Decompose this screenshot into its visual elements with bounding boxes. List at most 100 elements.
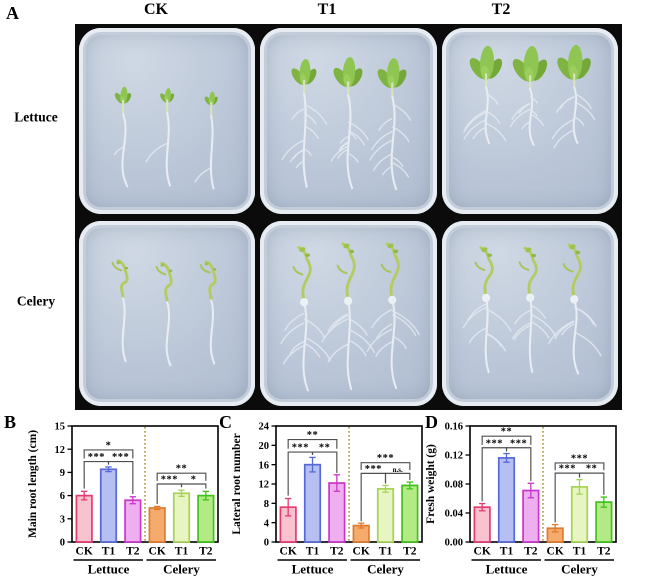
x-tick-label: T2 (330, 546, 344, 558)
petri-dish-photo-lettuce-t1 (260, 28, 437, 214)
significance-label: *** (377, 453, 394, 464)
petri-dish-photo-celery-ck (79, 220, 256, 406)
significance-bracket (384, 472, 411, 484)
x-tick-label: CK (547, 546, 564, 558)
group-label: Celery (367, 562, 404, 577)
x-tick-label: T2 (597, 546, 611, 558)
petri-dish-photo-lettuce-t2 (441, 28, 618, 214)
y-tick-label: 15 (55, 422, 66, 433)
y-tick-label: 20 (259, 441, 270, 452)
significance-label: *** (559, 464, 576, 475)
group-label: Celery (163, 562, 200, 577)
bar-celery_t1 (172, 492, 191, 543)
x-tick-label: T1 (379, 546, 393, 558)
significance-label: *** (365, 464, 382, 475)
row-label-lettuce: Lettuce (14, 109, 58, 125)
y-axis-title: Main root length (cm) (27, 430, 39, 538)
significance-bracket (83, 449, 134, 459)
y-tick-label: 0.04 (445, 509, 464, 520)
significance-bracket (481, 435, 532, 445)
x-tick-label: CK (280, 546, 297, 558)
significance-label: *** (112, 452, 129, 463)
significance-bracket (578, 472, 605, 495)
y-tick-label: 0 (264, 538, 269, 549)
bar-lettuce_t2 (124, 499, 142, 543)
row-label-celery: Celery (16, 293, 56, 309)
bar-celery_t1 (376, 487, 395, 543)
group-label: Lettuce (292, 562, 334, 577)
bar-celery_t2 (595, 501, 613, 543)
column-header-t2: T2 (491, 1, 511, 18)
significance-bracket (287, 438, 338, 449)
x-tick-label: T1 (102, 546, 116, 558)
significance-label: ** (501, 427, 513, 438)
significance-label: *** (161, 475, 178, 486)
y-tick-label: 0.00 (445, 538, 463, 549)
significance-bracket (360, 462, 411, 470)
bar-celery_ck (148, 507, 166, 543)
column-header-t1: T1 (317, 1, 337, 18)
significance-label: ** (319, 443, 331, 454)
photo-panel (75, 24, 622, 410)
petri-dish-photo-lettuce-ck (79, 28, 256, 214)
y-tick-label: 8 (264, 499, 269, 510)
y-tick-label: 4 (264, 518, 270, 529)
petri-dish-photo-celery-t2 (441, 220, 618, 406)
x-tick-label: CK (76, 546, 93, 558)
bar-celery_t2 (197, 494, 215, 543)
significance-bracket (311, 451, 338, 473)
bar-lettuce_t1 (303, 463, 322, 543)
x-tick-label: T2 (126, 546, 140, 558)
significance-label: *** (486, 438, 503, 449)
petri-dish-photo-celery-t1 (260, 220, 437, 406)
bar-lettuce_t1 (99, 468, 118, 543)
x-tick-label: T1 (306, 546, 320, 558)
significance-label: ** (176, 464, 188, 475)
panel-c-label: C (219, 412, 232, 432)
y-tick-label: 16 (259, 460, 270, 471)
panel-a-label: A (6, 3, 19, 23)
y-axis-title: Lateral root number (231, 433, 243, 534)
y-tick-label: 0 (60, 538, 65, 549)
significance-bracket (505, 447, 532, 482)
y-tick-label: 6 (60, 491, 65, 502)
significance-label: *** (88, 452, 105, 463)
y-tick-label: 12 (55, 445, 66, 456)
column-header-ck: CK (144, 1, 168, 18)
x-tick-label: T1 (175, 546, 189, 558)
y-tick-label: 0.16 (445, 422, 463, 433)
y-tick-label: 12 (259, 480, 270, 491)
x-tick-label: T1 (573, 546, 587, 558)
bar-lettuce_ck (75, 494, 93, 543)
significance-label: * (106, 440, 112, 451)
significance-label: *** (571, 453, 588, 464)
group-label: Celery (561, 562, 598, 577)
group-label: Lettuce (88, 562, 130, 577)
panel-b-label: B (4, 412, 17, 432)
significance-bracket (156, 472, 207, 481)
bar-celery_t1 (570, 486, 589, 543)
significance-label: *** (292, 443, 309, 454)
y-tick-label: 3 (60, 514, 65, 525)
significance-label: *** (510, 438, 527, 449)
significance-label: * (191, 475, 197, 486)
y-axis-title: Fresh weight (g) (425, 444, 437, 524)
significance-bracket (180, 483, 207, 489)
x-tick-label: CK (149, 546, 166, 558)
x-tick-label: T2 (199, 546, 213, 558)
y-tick-label: 24 (259, 422, 270, 433)
group-label: Lettuce (486, 562, 528, 577)
significance-label: ** (586, 464, 598, 475)
bar-lettuce_t1 (497, 457, 516, 543)
y-tick-label: 0.08 (445, 480, 463, 491)
significance-bracket (107, 460, 134, 495)
significance-bracket (554, 462, 605, 471)
x-tick-label: T2 (524, 546, 538, 558)
bar-celery_t2 (401, 484, 419, 543)
y-tick-label: 9 (60, 468, 65, 479)
bar-lettuce_ck (473, 506, 491, 543)
x-tick-label: CK (474, 546, 491, 558)
